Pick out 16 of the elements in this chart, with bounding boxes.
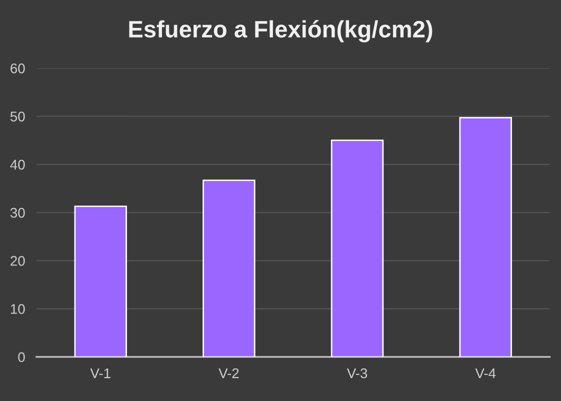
bar <box>74 206 127 357</box>
y-tick-label: 30 <box>10 208 25 218</box>
y-tick-label: 10 <box>10 304 25 314</box>
y-tick-label: 0 <box>18 352 25 362</box>
y-tick-label: 60 <box>10 64 25 74</box>
x-tick-label: V-3 <box>346 368 368 378</box>
x-tick-label: V-1 <box>90 368 110 378</box>
y-tick-label: 20 <box>10 256 25 266</box>
y-tick-label: 40 <box>10 160 25 170</box>
y-tick-label: 50 <box>10 112 25 122</box>
bar <box>202 180 256 357</box>
x-tick-label: V-2 <box>218 368 239 378</box>
chart-title: Esfuerzo a Flexión(kg/cm2) <box>129 20 432 42</box>
bar <box>330 140 384 357</box>
x-tick-label: V-4 <box>475 368 496 378</box>
bar <box>459 117 512 357</box>
